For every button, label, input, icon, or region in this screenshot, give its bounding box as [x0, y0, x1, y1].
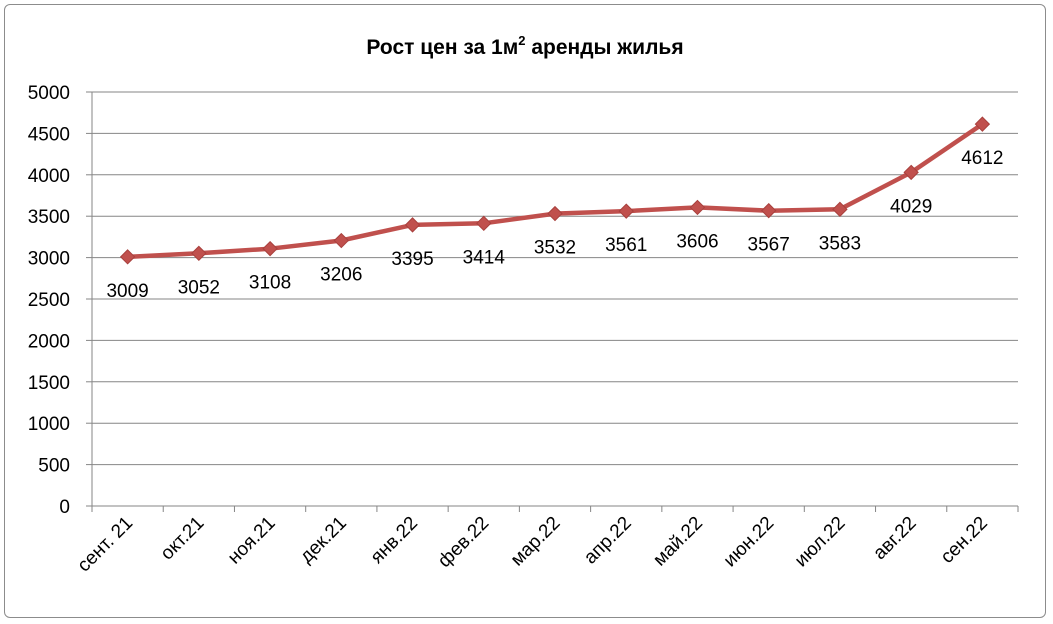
diamond-marker — [903, 164, 919, 181]
diamond-marker — [832, 201, 848, 218]
x-tick-label: апр.22 — [580, 513, 636, 569]
chart-title: Рост цен за 1м2 аренды жилья — [366, 33, 683, 59]
x-tick-label: дек.21 — [296, 513, 351, 568]
y-tick-label: 2000 — [28, 331, 70, 352]
data-label: 3052 — [178, 277, 220, 298]
series-markers — [119, 116, 991, 265]
y-tick-label: 5000 — [28, 83, 70, 104]
y-tick-label: 1500 — [28, 373, 70, 394]
axes — [86, 91, 1019, 512]
diamond-marker — [404, 217, 421, 233]
x-tick-label: июн.22 — [720, 513, 779, 572]
data-label: 3009 — [106, 281, 148, 302]
y-tick-label: 4500 — [28, 124, 70, 145]
y-tick-label: 2500 — [28, 290, 70, 311]
x-tick-label: май.22 — [649, 513, 707, 571]
x-tick-label: янв.22 — [367, 513, 422, 568]
diamond-marker — [191, 245, 207, 262]
y-tick-label: 3000 — [28, 249, 70, 270]
diamond-marker — [689, 199, 706, 216]
data-labels: 3009 3052 3108 3206 3395 3414 3532 3561 3606 3567… — [106, 148, 1003, 302]
x-tick-label: мар.22 — [507, 513, 565, 571]
y-tick-label: 4000 — [28, 166, 70, 187]
chart-frame — [4, 4, 1046, 618]
diamond-marker — [974, 116, 991, 132]
y-tick-label: 1000 — [28, 414, 70, 435]
data-label: 3395 — [391, 249, 433, 270]
x-tick-label: фев.22 — [434, 513, 493, 572]
y-tick-label: 3500 — [28, 207, 70, 228]
data-label: 3561 — [605, 235, 647, 256]
data-label: 3414 — [463, 247, 506, 268]
diamond-marker — [119, 249, 136, 265]
diamond-marker — [618, 203, 634, 219]
y-tick-label: 500 — [38, 456, 70, 477]
y-axis-ticks: 0 500 1000 1500 2000 2500 3000 3500 4000 4500 5000 — [28, 83, 70, 518]
x-tick-label: авг.22 — [869, 513, 920, 564]
diamond-marker — [476, 215, 492, 232]
data-label: 3108 — [249, 273, 291, 294]
x-tick-label: сент. 21 — [74, 513, 138, 577]
data-label: 4029 — [890, 196, 932, 217]
data-label: 3206 — [320, 265, 362, 286]
x-tick-label: июл.22 — [791, 513, 850, 572]
diamond-marker — [262, 240, 278, 257]
x-tick-label: окт.21 — [157, 513, 209, 565]
gridlines — [92, 91, 1018, 466]
data-label: 4612 — [961, 148, 1003, 169]
diamond-marker — [333, 232, 350, 249]
data-label: 3532 — [534, 238, 576, 259]
x-axis-ticks: сент. 21 окт.21 ноя.21 дек.21 янв.22 фев.22 ма… — [74, 513, 992, 577]
data-label: 3567 — [748, 235, 790, 256]
y-tick-label: 0 — [59, 497, 70, 518]
data-label: 3583 — [819, 233, 861, 254]
diamond-marker — [547, 205, 563, 222]
x-tick-label: сен.22 — [937, 513, 992, 568]
diamond-marker — [760, 202, 777, 219]
x-tick-label: ноя.21 — [224, 513, 280, 569]
data-label: 3606 — [676, 231, 718, 252]
